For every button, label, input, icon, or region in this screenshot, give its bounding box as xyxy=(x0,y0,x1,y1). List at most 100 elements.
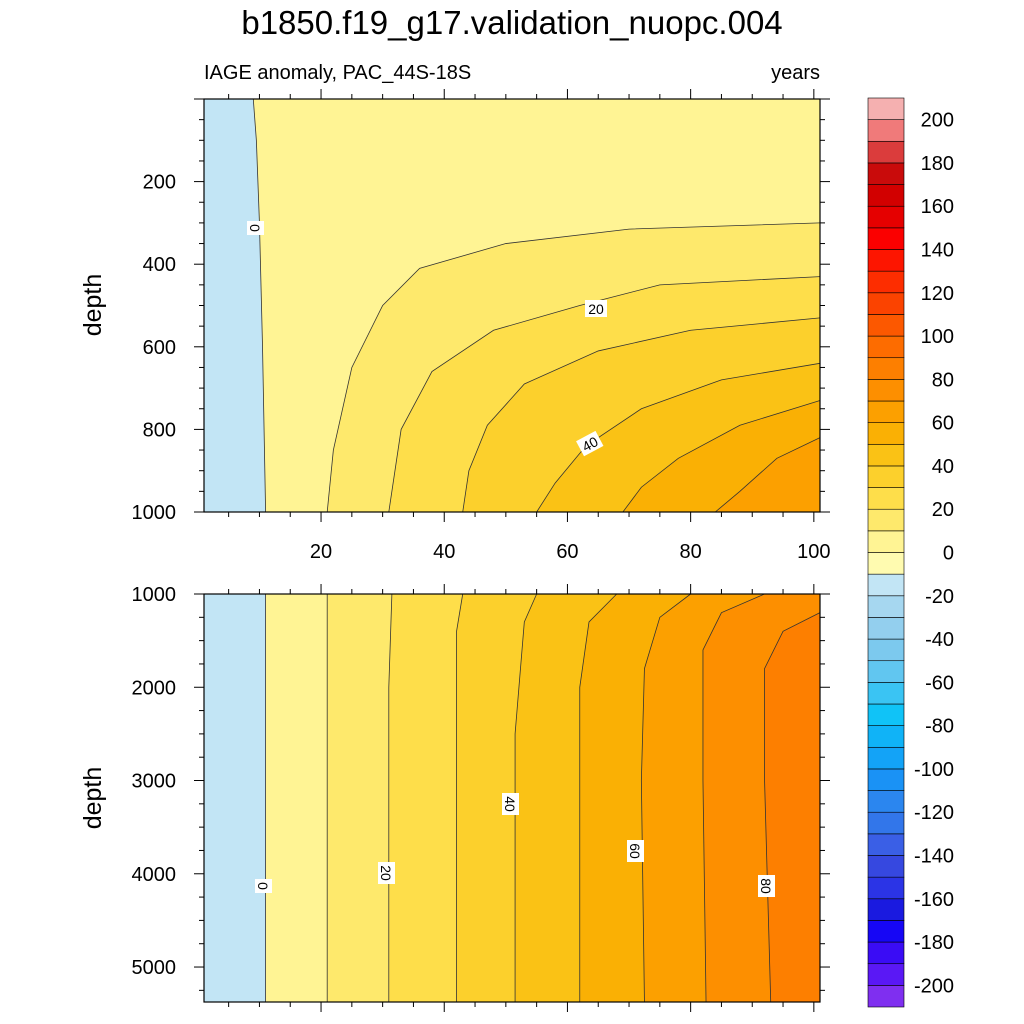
colorbar-swatch xyxy=(867,682,905,705)
colorbar-swatch xyxy=(867,443,905,467)
x-tick-label: 20 xyxy=(310,541,332,563)
colorbar-swatch xyxy=(867,660,905,683)
contour-line-20 xyxy=(388,593,393,1002)
colorbar-swatch xyxy=(867,292,905,315)
contour-label-text: 20 xyxy=(378,865,394,881)
lower-panel: 0 20 40 60 80 1000 2000 3000 4000 5000 depth xyxy=(79,584,830,1012)
colorbar-swatch xyxy=(867,205,905,229)
colorbar-swatch xyxy=(867,140,905,164)
colorbar-swatch xyxy=(867,508,905,532)
colorbar-label: -100 xyxy=(914,759,954,781)
y-tick-label: 200 xyxy=(143,172,176,194)
colorbar-label: -80 xyxy=(925,716,954,738)
colorbar: -200-180-160-140-120-100-80-60-40-200204… xyxy=(867,97,954,1008)
colorbar-label: 40 xyxy=(932,456,954,478)
contour-band-80 xyxy=(764,612,820,1002)
colorbar-swatch xyxy=(867,703,905,726)
contour-label-text: 20 xyxy=(588,301,604,317)
colorbar-label: 20 xyxy=(932,499,954,521)
contour-label-box xyxy=(255,879,272,893)
contour-line-30 xyxy=(462,317,821,513)
colorbar-swatch xyxy=(867,270,905,294)
y-tick-label: 2000 xyxy=(132,677,177,699)
y-tick-label: 1000 xyxy=(132,502,177,524)
contour-band-60 xyxy=(715,437,820,512)
colorbar-swatch xyxy=(867,465,905,488)
colorbar-swatch xyxy=(867,746,905,770)
contour-label-text: 60 xyxy=(627,843,643,859)
colorbar-swatch xyxy=(867,833,905,856)
colorbar-swatch xyxy=(867,530,905,553)
negative-region xyxy=(204,594,266,1002)
colorbar-swatch xyxy=(867,184,905,207)
y-axis-label: depth xyxy=(79,274,107,337)
colorbar-label: -180 xyxy=(914,932,954,954)
contour-label-40: 40 xyxy=(502,793,519,815)
x-tick-label: 100 xyxy=(797,541,830,563)
colorbar-label: 180 xyxy=(921,153,954,175)
colorbar-label: -20 xyxy=(925,586,954,608)
colorbar-label: -200 xyxy=(914,975,954,997)
colorbar-swatch xyxy=(867,963,905,986)
contour-label-box xyxy=(378,862,395,884)
contour-label-box xyxy=(585,300,607,317)
contour-line-80 xyxy=(764,612,821,1003)
contour-line-60 xyxy=(715,437,821,513)
contour-label-20: 20 xyxy=(585,300,607,317)
contour-line-50 xyxy=(579,593,618,1002)
negative-region xyxy=(204,99,266,512)
contour-label-20: 20 xyxy=(378,862,395,884)
y-tick-label: 5000 xyxy=(132,957,177,979)
contour-line-70 xyxy=(702,593,765,1003)
colorbar-swatch xyxy=(867,768,905,791)
colorbar-label: -160 xyxy=(914,889,954,911)
contour-label-text: 80 xyxy=(758,878,774,894)
colorbar-swatch xyxy=(867,552,905,575)
contour-line-20 xyxy=(388,276,821,513)
contour-label-box xyxy=(502,793,519,815)
colorbar-swatch xyxy=(867,898,905,921)
colorbar-label: 200 xyxy=(921,110,954,132)
x-tick-label: 40 xyxy=(433,541,455,563)
colorbar-swatch xyxy=(867,617,905,640)
variable-subtitle: IAGE anomaly, PAC_44S-18S xyxy=(204,62,472,84)
contour-label-text: 40 xyxy=(502,796,518,812)
y-axis-label: depth xyxy=(79,767,107,830)
colorbar-swatch xyxy=(867,487,905,510)
colorbar-swatch xyxy=(867,97,905,120)
y-tick-label: 400 xyxy=(143,254,176,276)
contour-line-40 xyxy=(514,593,538,1002)
colorbar-label: -60 xyxy=(925,672,954,694)
contour-label-text: 0 xyxy=(255,882,271,890)
contour-label-text: 40 xyxy=(579,433,600,455)
colorbar-swatch xyxy=(867,573,905,597)
colorbar-swatch xyxy=(867,811,905,835)
figure-title: b1850.f19_g17.validation_nuopc.004 xyxy=(241,4,783,41)
contour-label-box xyxy=(247,221,264,235)
colorbar-swatch xyxy=(867,595,905,618)
y-tick-label: 4000 xyxy=(132,864,177,886)
colorbar-swatch xyxy=(867,314,905,337)
contour-line-10 xyxy=(326,222,821,513)
contour-label-80: 80 xyxy=(758,875,775,897)
colorbar-swatch xyxy=(867,119,905,142)
colorbar-swatch xyxy=(867,379,905,402)
panel-frame xyxy=(203,593,821,1003)
contour-label-text: 0 xyxy=(247,224,263,232)
colorbar-swatch xyxy=(867,941,905,965)
colorbar-swatch xyxy=(867,790,905,813)
colorbar-swatch xyxy=(867,985,905,1008)
y-tick-label: 1000 xyxy=(132,584,177,606)
colorbar-swatch xyxy=(867,725,905,748)
colorbar-label: 120 xyxy=(921,283,954,305)
colorbar-swatch xyxy=(867,638,905,662)
x-tick-label: 60 xyxy=(556,541,578,563)
y-tick-label: 600 xyxy=(143,337,176,359)
y-tick-label: 800 xyxy=(143,419,176,441)
contour-line-50 xyxy=(622,400,821,513)
colorbar-label: 140 xyxy=(921,240,954,262)
y-tick-label: 3000 xyxy=(132,771,177,793)
colorbar-swatch xyxy=(867,227,905,250)
